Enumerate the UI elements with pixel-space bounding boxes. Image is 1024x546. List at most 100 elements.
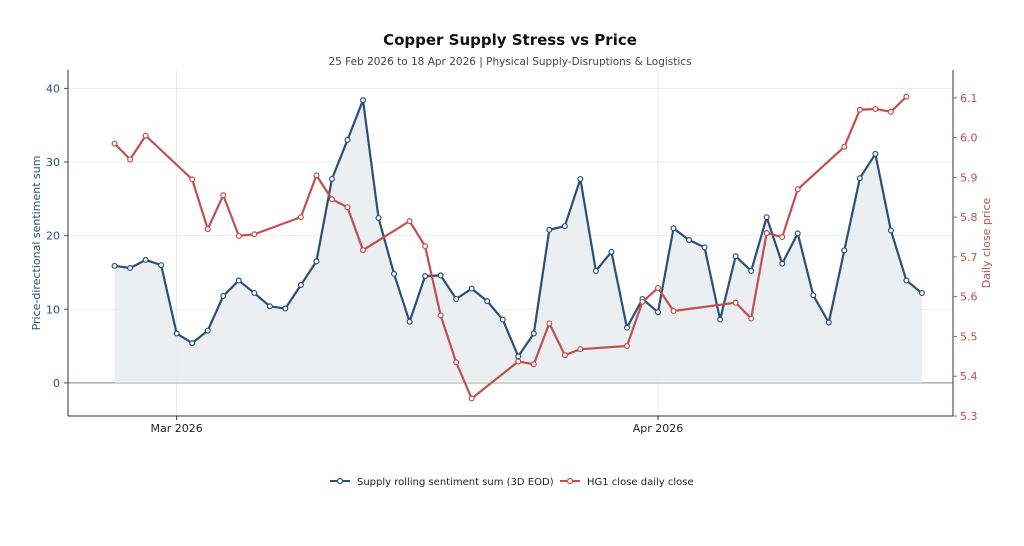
data-point-price	[437, 312, 444, 319]
data-point-sentiment	[468, 285, 475, 292]
data-point-price	[856, 106, 863, 113]
data-point-sentiment	[453, 295, 460, 302]
data-point-price	[220, 192, 227, 199]
data-point-sentiment	[220, 293, 227, 300]
data-point-price	[360, 247, 367, 254]
chart-subtitle: 25 Feb 2026 to 18 Apr 2026 | Physical Su…	[328, 56, 691, 68]
data-point-price	[406, 218, 413, 225]
data-point-price	[313, 172, 320, 179]
data-point-sentiment	[204, 327, 211, 334]
data-point-sentiment	[328, 175, 335, 182]
data-point-price	[903, 93, 910, 100]
data-point-sentiment	[592, 267, 599, 274]
data-point-price	[142, 132, 149, 139]
data-point-sentiment	[887, 227, 894, 234]
legend-marker-price	[566, 477, 574, 485]
data-point-sentiment	[173, 330, 180, 337]
data-point-sentiment	[515, 353, 522, 360]
data-point-sentiment	[530, 330, 537, 337]
data-point-sentiment	[717, 316, 724, 323]
data-point-price	[561, 352, 568, 359]
axes-layer: 0 10 20 30 40 5.3 5.4 5.5 5.6 5.7 5.8 5.9 6.0 6.1 Mar …	[46, 70, 978, 435]
data-point-sentiment	[825, 319, 832, 326]
data-point-price	[887, 108, 894, 115]
y-left-tick-label: 10	[46, 303, 60, 316]
y-left-tick-label: 30	[46, 156, 60, 169]
fill-layer	[114, 100, 922, 383]
data-point-price	[235, 232, 242, 239]
chart-title: Copper Supply Stress vs Price	[383, 31, 637, 49]
legend: Supply rolling sentiment sum (3D EOD) HG…	[330, 477, 694, 488]
data-point-price	[251, 231, 258, 238]
data-point-sentiment	[794, 230, 801, 237]
data-point-sentiment	[810, 292, 817, 299]
data-point-price	[422, 243, 429, 250]
data-point-price	[779, 234, 786, 241]
data-point-price	[546, 320, 553, 327]
data-point-sentiment	[872, 150, 879, 157]
data-point-sentiment	[499, 316, 506, 323]
data-point-sentiment	[608, 248, 615, 255]
data-point-price	[577, 346, 584, 353]
data-point-sentiment	[841, 247, 848, 254]
data-point-price	[111, 140, 118, 147]
data-point-price	[639, 298, 646, 305]
data-point-price	[623, 343, 630, 350]
data-point-price	[204, 226, 211, 233]
data-point-price	[654, 284, 661, 291]
data-point-sentiment	[546, 226, 553, 233]
data-point-sentiment	[127, 265, 134, 272]
data-point-sentiment	[623, 324, 630, 331]
data-point-sentiment	[313, 258, 320, 265]
y-right-tick-label: 6.1	[960, 92, 978, 105]
y-right-tick-label: 5.7	[960, 251, 978, 264]
data-point-price	[748, 315, 755, 322]
y-right-tick-label: 5.4	[960, 370, 978, 383]
data-point-price	[453, 359, 460, 366]
y-right-tick-label: 5.5	[960, 330, 978, 343]
data-point-sentiment	[732, 253, 739, 260]
y-left-tick-label: 20	[46, 230, 60, 243]
data-point-price	[127, 156, 134, 163]
legend-label-sentiment: Supply rolling sentiment sum (3D EOD)	[357, 477, 554, 488]
data-point-sentiment	[577, 175, 584, 182]
data-point-sentiment	[406, 318, 413, 325]
data-point-sentiment	[111, 262, 118, 269]
data-point-price	[344, 204, 351, 211]
data-point-sentiment	[748, 267, 755, 274]
y-left-tick-label: 40	[46, 82, 60, 95]
legend-label-price: HG1 close daily close	[587, 477, 694, 488]
y-axis-right-label: Daily close price	[980, 198, 993, 289]
data-point-sentiment	[654, 309, 661, 316]
legend-marker-sentiment	[336, 477, 344, 485]
x-tick-label: Mar 2026	[151, 422, 203, 435]
data-point-sentiment	[484, 298, 491, 305]
data-point-price	[530, 361, 537, 368]
data-point-sentiment	[235, 277, 242, 284]
data-point-sentiment	[344, 136, 351, 143]
data-point-sentiment	[422, 273, 429, 280]
y-right-tick-label: 6.0	[960, 132, 978, 145]
data-point-sentiment	[856, 175, 863, 182]
data-point-sentiment	[282, 305, 289, 312]
data-point-sentiment	[437, 272, 444, 279]
data-point-sentiment	[360, 97, 367, 104]
data-point-sentiment	[561, 223, 568, 230]
y-axis-left-label: Price-directional sentiment sum	[30, 156, 43, 331]
data-point-sentiment	[391, 270, 398, 277]
data-point-price	[328, 196, 335, 203]
data-point-sentiment	[903, 277, 910, 284]
data-point-sentiment	[686, 237, 693, 244]
y-right-tick-label: 5.8	[960, 211, 978, 224]
y-right-tick-label: 5.3	[960, 410, 978, 423]
x-tick-label: Apr 2026	[633, 422, 684, 435]
data-point-sentiment	[251, 290, 258, 297]
data-point-sentiment	[701, 244, 708, 251]
y-right-tick-label: 5.6	[960, 291, 978, 304]
data-point-sentiment	[918, 290, 925, 297]
data-point-sentiment	[297, 281, 304, 288]
data-point-price	[189, 176, 196, 183]
data-point-price	[297, 214, 304, 221]
data-point-price	[794, 186, 801, 193]
